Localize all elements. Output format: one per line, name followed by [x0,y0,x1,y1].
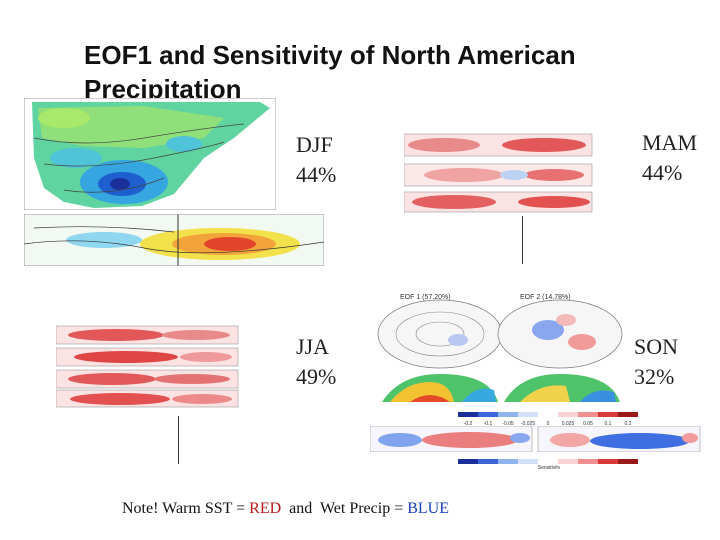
season-label-son: SON 32% [634,332,678,392]
season-name: MAM [642,130,698,155]
note-warm-word: RED [249,500,282,517]
season-label-djf: DJF 44% [296,130,336,190]
colorbar-top-graphic: -0.2 -0.1 -0.05 -0.025 0 0.025 0.05 0.1 0.2 [458,412,638,427]
jja-sst-maps-graphic [55,325,239,408]
son-polar-maps-graphic: EOF 1 (57.20%) EOF 2 (14.78%) [377,294,623,402]
season-label-mam: MAM 44% [642,128,697,188]
colorbar-label: Sensitivity [538,465,561,469]
djf-precip-map-graphic [23,97,277,211]
mam-divider-line [522,216,523,264]
son-colorbar-top: -0.2 -0.1 -0.05 -0.025 0 0.025 0.05 0.1 0.2 [458,412,640,427]
jja-divider-line [178,416,179,464]
slide-title: EOF1 and Sensitivity of North American P… [84,40,576,98]
color-legend-note: Note! Warm SST = RED and Wet Precip = BL… [122,500,449,518]
note-wet-word: BLUE [407,500,449,517]
season-name: SON [634,334,679,359]
jja-sst-maps [55,324,240,408]
colorbar-tick-label: -0.05 [502,421,514,426]
colorbar-bottom-graphic: Sensitivity [458,459,638,471]
son-colorbar-bottom: Sensitivity [458,456,640,471]
season-variance: 32% [634,364,675,389]
season-name: JJA [296,334,330,359]
colorbar-tick-label: 0.2 [625,421,632,426]
colorbar-tick-label: -0.025 [521,421,535,426]
son-polar-maps: EOF 1 (57.20%) EOF 2 (14.78%) [370,290,640,412]
season-variance: 44% [296,162,337,187]
polar-left-title: EOF 1 (57.20%) [400,294,451,301]
son-sst-strips-graphic [369,425,701,453]
season-variance: 49% [296,364,337,389]
note-prefix: Note! Warm SST = [122,500,250,517]
colorbar-tick-label: 0.025 [562,421,575,426]
note-middle: and Wet Precip = [281,500,408,517]
djf-sst-map [23,213,325,267]
djf-precip-map [23,97,277,211]
polar-right-title: EOF 2 (14.78%) [520,294,571,301]
season-label-jja: JJA 49% [296,332,336,392]
season-variance: 44% [642,160,683,185]
djf-sst-map-graphic [23,213,325,267]
son-sst-strips [369,425,702,453]
colorbar-tick-label: -0.1 [484,421,493,426]
colorbar-tick-label: 0.05 [583,421,593,426]
colorbar-tick-label: 0 [547,421,550,426]
season-name: DJF [296,132,333,157]
colorbar-tick-label: -0.2 [464,421,473,426]
mam-sst-maps [403,132,594,214]
colorbar-tick-label: 0.1 [605,421,612,426]
mam-sst-maps-graphic [403,133,593,213]
